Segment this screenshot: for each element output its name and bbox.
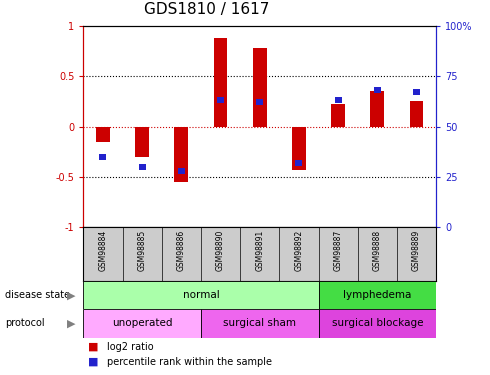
Text: GSM98884: GSM98884 (98, 230, 107, 271)
Text: GSM98888: GSM98888 (373, 230, 382, 271)
Bar (96, 127, 110, 142)
Text: disease state: disease state (5, 290, 70, 300)
Text: GSM98892: GSM98892 (294, 230, 303, 271)
Bar (217, 98, 224, 104)
Text: GSM98885: GSM98885 (138, 230, 147, 271)
Bar (374, 87, 381, 93)
Bar (331, 105, 345, 127)
Bar (410, 102, 423, 127)
Bar (295, 160, 302, 166)
Bar (256, 99, 263, 105)
Text: unoperated: unoperated (112, 318, 172, 328)
Bar (413, 90, 420, 96)
Bar (214, 38, 227, 127)
Bar (178, 168, 185, 174)
Bar (83, 309, 201, 338)
Text: GSM98886: GSM98886 (177, 230, 186, 271)
Text: percentile rank within the sample: percentile rank within the sample (107, 357, 272, 367)
Text: ▶: ▶ (67, 318, 75, 328)
Bar (335, 98, 342, 104)
Text: GDS1810 / 1617: GDS1810 / 1617 (144, 2, 270, 17)
Text: surgical blockage: surgical blockage (332, 318, 423, 328)
Text: surgical sham: surgical sham (223, 318, 296, 328)
Text: GSM98887: GSM98887 (334, 230, 343, 271)
Bar (83, 281, 318, 309)
Text: ■: ■ (88, 342, 98, 352)
Text: GSM98890: GSM98890 (216, 230, 225, 271)
Text: GSM98889: GSM98889 (412, 230, 421, 271)
Bar (139, 164, 146, 170)
Bar (370, 92, 384, 127)
Bar (174, 127, 188, 182)
Text: ■: ■ (88, 357, 98, 367)
Text: GSM98891: GSM98891 (255, 230, 264, 271)
Text: lymphedema: lymphedema (343, 290, 412, 300)
Bar (253, 48, 267, 127)
Text: normal: normal (182, 290, 220, 300)
Text: protocol: protocol (5, 318, 45, 328)
Bar (318, 281, 436, 309)
Bar (292, 127, 306, 170)
Text: log2 ratio: log2 ratio (107, 342, 153, 352)
Bar (318, 309, 436, 338)
Bar (135, 127, 149, 157)
Bar (99, 154, 106, 160)
Text: ▶: ▶ (67, 290, 75, 300)
Bar (201, 309, 318, 338)
